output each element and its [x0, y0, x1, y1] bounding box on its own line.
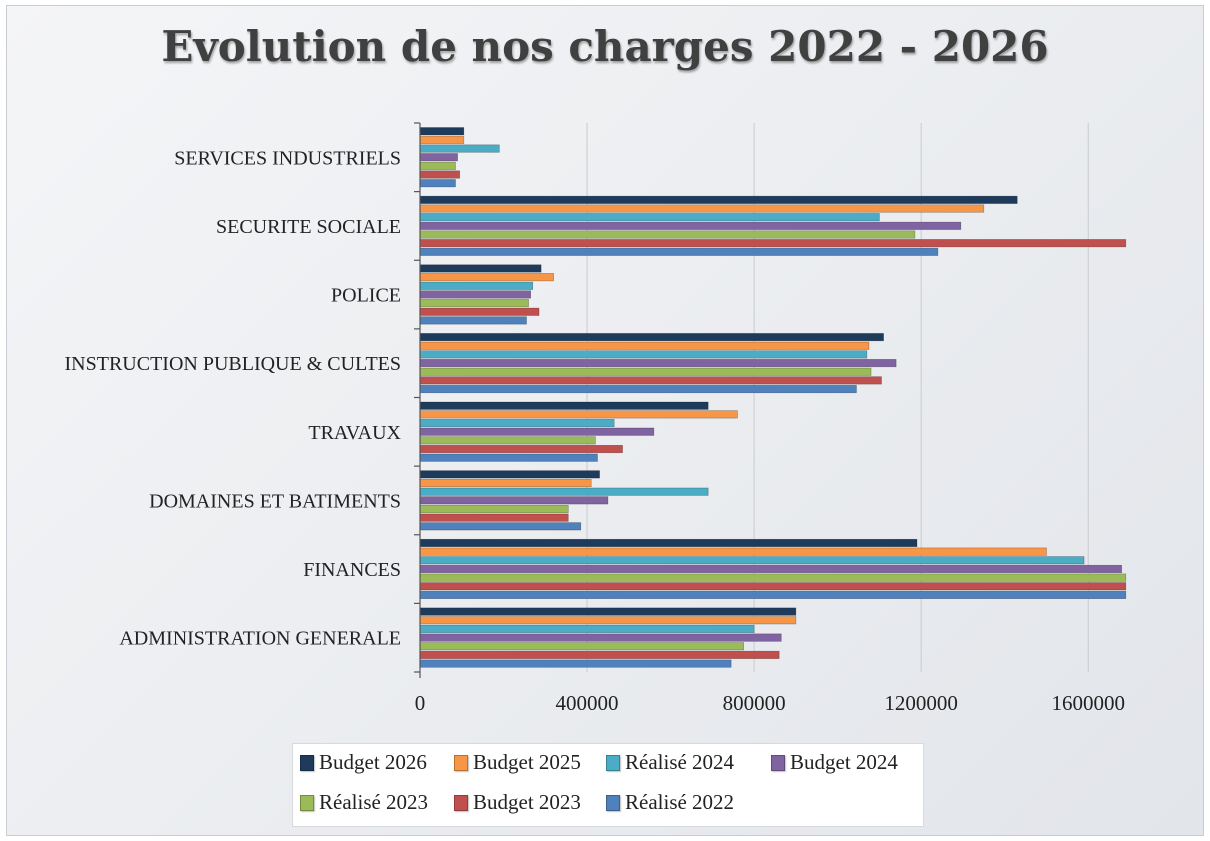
x-tick-label-4: 1600000 — [1051, 691, 1125, 715]
category-label-6: DOMAINES ET BATIMENTS — [149, 490, 401, 512]
bar-8-3 — [419, 624, 755, 633]
bar-5-1 — [419, 401, 709, 410]
bar-1-2 — [419, 135, 465, 144]
bar-7-1 — [419, 538, 918, 548]
category-label-3: POLICE — [331, 285, 401, 307]
bar-4-4 — [419, 359, 897, 368]
legend-label-2: Budget 2025 — [473, 750, 581, 774]
bar-1-6 — [419, 170, 460, 179]
bar-3-4 — [419, 290, 531, 299]
category-label-1: SERVICES INDUSTRIELS — [174, 147, 401, 169]
bar-2-2 — [419, 204, 985, 213]
legend-swatch-5 — [300, 794, 314, 811]
bar-8-6 — [419, 650, 780, 659]
bar-6-4 — [419, 496, 609, 505]
legend-item-4: Budget 2024 — [771, 750, 898, 775]
bar-2-6 — [419, 239, 1127, 248]
bar-2-5 — [419, 230, 916, 239]
bar-3-1 — [419, 264, 542, 273]
bar-5-3 — [419, 419, 615, 428]
bar-1-4 — [419, 153, 458, 162]
bar-8-2 — [419, 616, 797, 625]
legend-item-5: Réalisé 2023 — [300, 790, 428, 815]
x-tick-label-1: 400000 — [556, 691, 619, 715]
chart-title: Evolution de nos charges 2022 - 2026 — [161, 22, 1049, 71]
legend-swatch-3 — [606, 754, 620, 771]
bar-2-4 — [419, 221, 962, 230]
bar-6-6 — [419, 513, 569, 522]
bar-1-5 — [419, 161, 456, 170]
legend-label-6: Budget 2023 — [473, 790, 581, 814]
bar-8-5 — [419, 642, 744, 651]
legend-swatch-4 — [771, 754, 785, 771]
chart-legend: Budget 2026 Budget 2025 Réalisé 2024 Budget… — [292, 743, 924, 827]
bar-4-5 — [419, 367, 872, 376]
bar-8-4 — [419, 633, 782, 642]
bar-1-1 — [419, 127, 465, 136]
bar-5-7 — [419, 453, 598, 462]
bar-4-7 — [419, 385, 857, 394]
bar-4-6 — [419, 376, 882, 385]
bar-3-6 — [419, 307, 540, 316]
bar-4-2 — [419, 341, 870, 350]
legend-swatch-1 — [300, 754, 314, 771]
legend-label-4: Budget 2024 — [790, 750, 898, 774]
bar-5-4 — [419, 427, 655, 436]
legend-item-6: Budget 2023 — [454, 790, 581, 815]
bar-7-2 — [419, 547, 1047, 556]
bar-6-1 — [419, 470, 600, 479]
category-label-7: FINANCES — [303, 559, 401, 581]
legend-item-1: Budget 2026 — [300, 750, 427, 775]
legend-swatch-6 — [454, 794, 468, 811]
bar-3-2 — [419, 273, 554, 282]
legend-item-2: Budget 2025 — [454, 750, 581, 775]
x-tick-label-0: 0 — [415, 691, 426, 715]
bar-7-4 — [419, 564, 1122, 573]
category-label-2: SECURITE SOCIALE — [216, 216, 401, 238]
legend-label-1: Budget 2026 — [319, 750, 427, 774]
bar-3-7 — [419, 316, 527, 325]
bar-7-6 — [419, 582, 1127, 591]
legend-label-7: Réalisé 2022 — [625, 790, 735, 814]
bar-8-1 — [419, 607, 797, 616]
legend-item-3: Réalisé 2024 — [606, 750, 734, 775]
bar-6-5 — [419, 504, 569, 514]
bar-7-5 — [419, 573, 1127, 582]
legend-item-7: Réalisé 2022 — [606, 790, 734, 815]
x-tick-label-3: 1200000 — [884, 691, 958, 715]
bar-2-1 — [419, 195, 1018, 204]
bar-7-3 — [419, 556, 1085, 565]
legend-label-5: Réalisé 2023 — [319, 790, 429, 814]
category-label-8: ADMINISTRATION GENERALE — [119, 628, 401, 650]
bar-5-2 — [419, 410, 738, 419]
bar-6-7 — [419, 522, 582, 531]
bar-3-3 — [419, 281, 534, 290]
bar-3-5 — [419, 299, 529, 308]
bar-6-2 — [419, 478, 592, 488]
x-tick-label-2: 800000 — [723, 691, 786, 715]
bar-4-1 — [419, 333, 884, 342]
bar-1-7 — [419, 179, 456, 188]
bar-5-6 — [419, 445, 623, 454]
legend-label-3: Réalisé 2024 — [625, 750, 735, 774]
bar-2-3 — [419, 213, 880, 222]
bar-6-3 — [419, 487, 709, 496]
bar-1-3 — [419, 144, 500, 153]
bar-7-7 — [419, 590, 1127, 599]
bar-5-5 — [419, 436, 596, 445]
category-label-4: INSTRUCTION PUBLIQUE & CULTES — [65, 353, 402, 375]
bar-4-3 — [419, 350, 868, 359]
bar-8-7 — [419, 659, 732, 668]
category-label-5: TRAVAUX — [308, 422, 401, 444]
legend-swatch-2 — [454, 754, 468, 771]
bar-2-7 — [419, 247, 939, 256]
legend-swatch-7 — [606, 794, 620, 811]
